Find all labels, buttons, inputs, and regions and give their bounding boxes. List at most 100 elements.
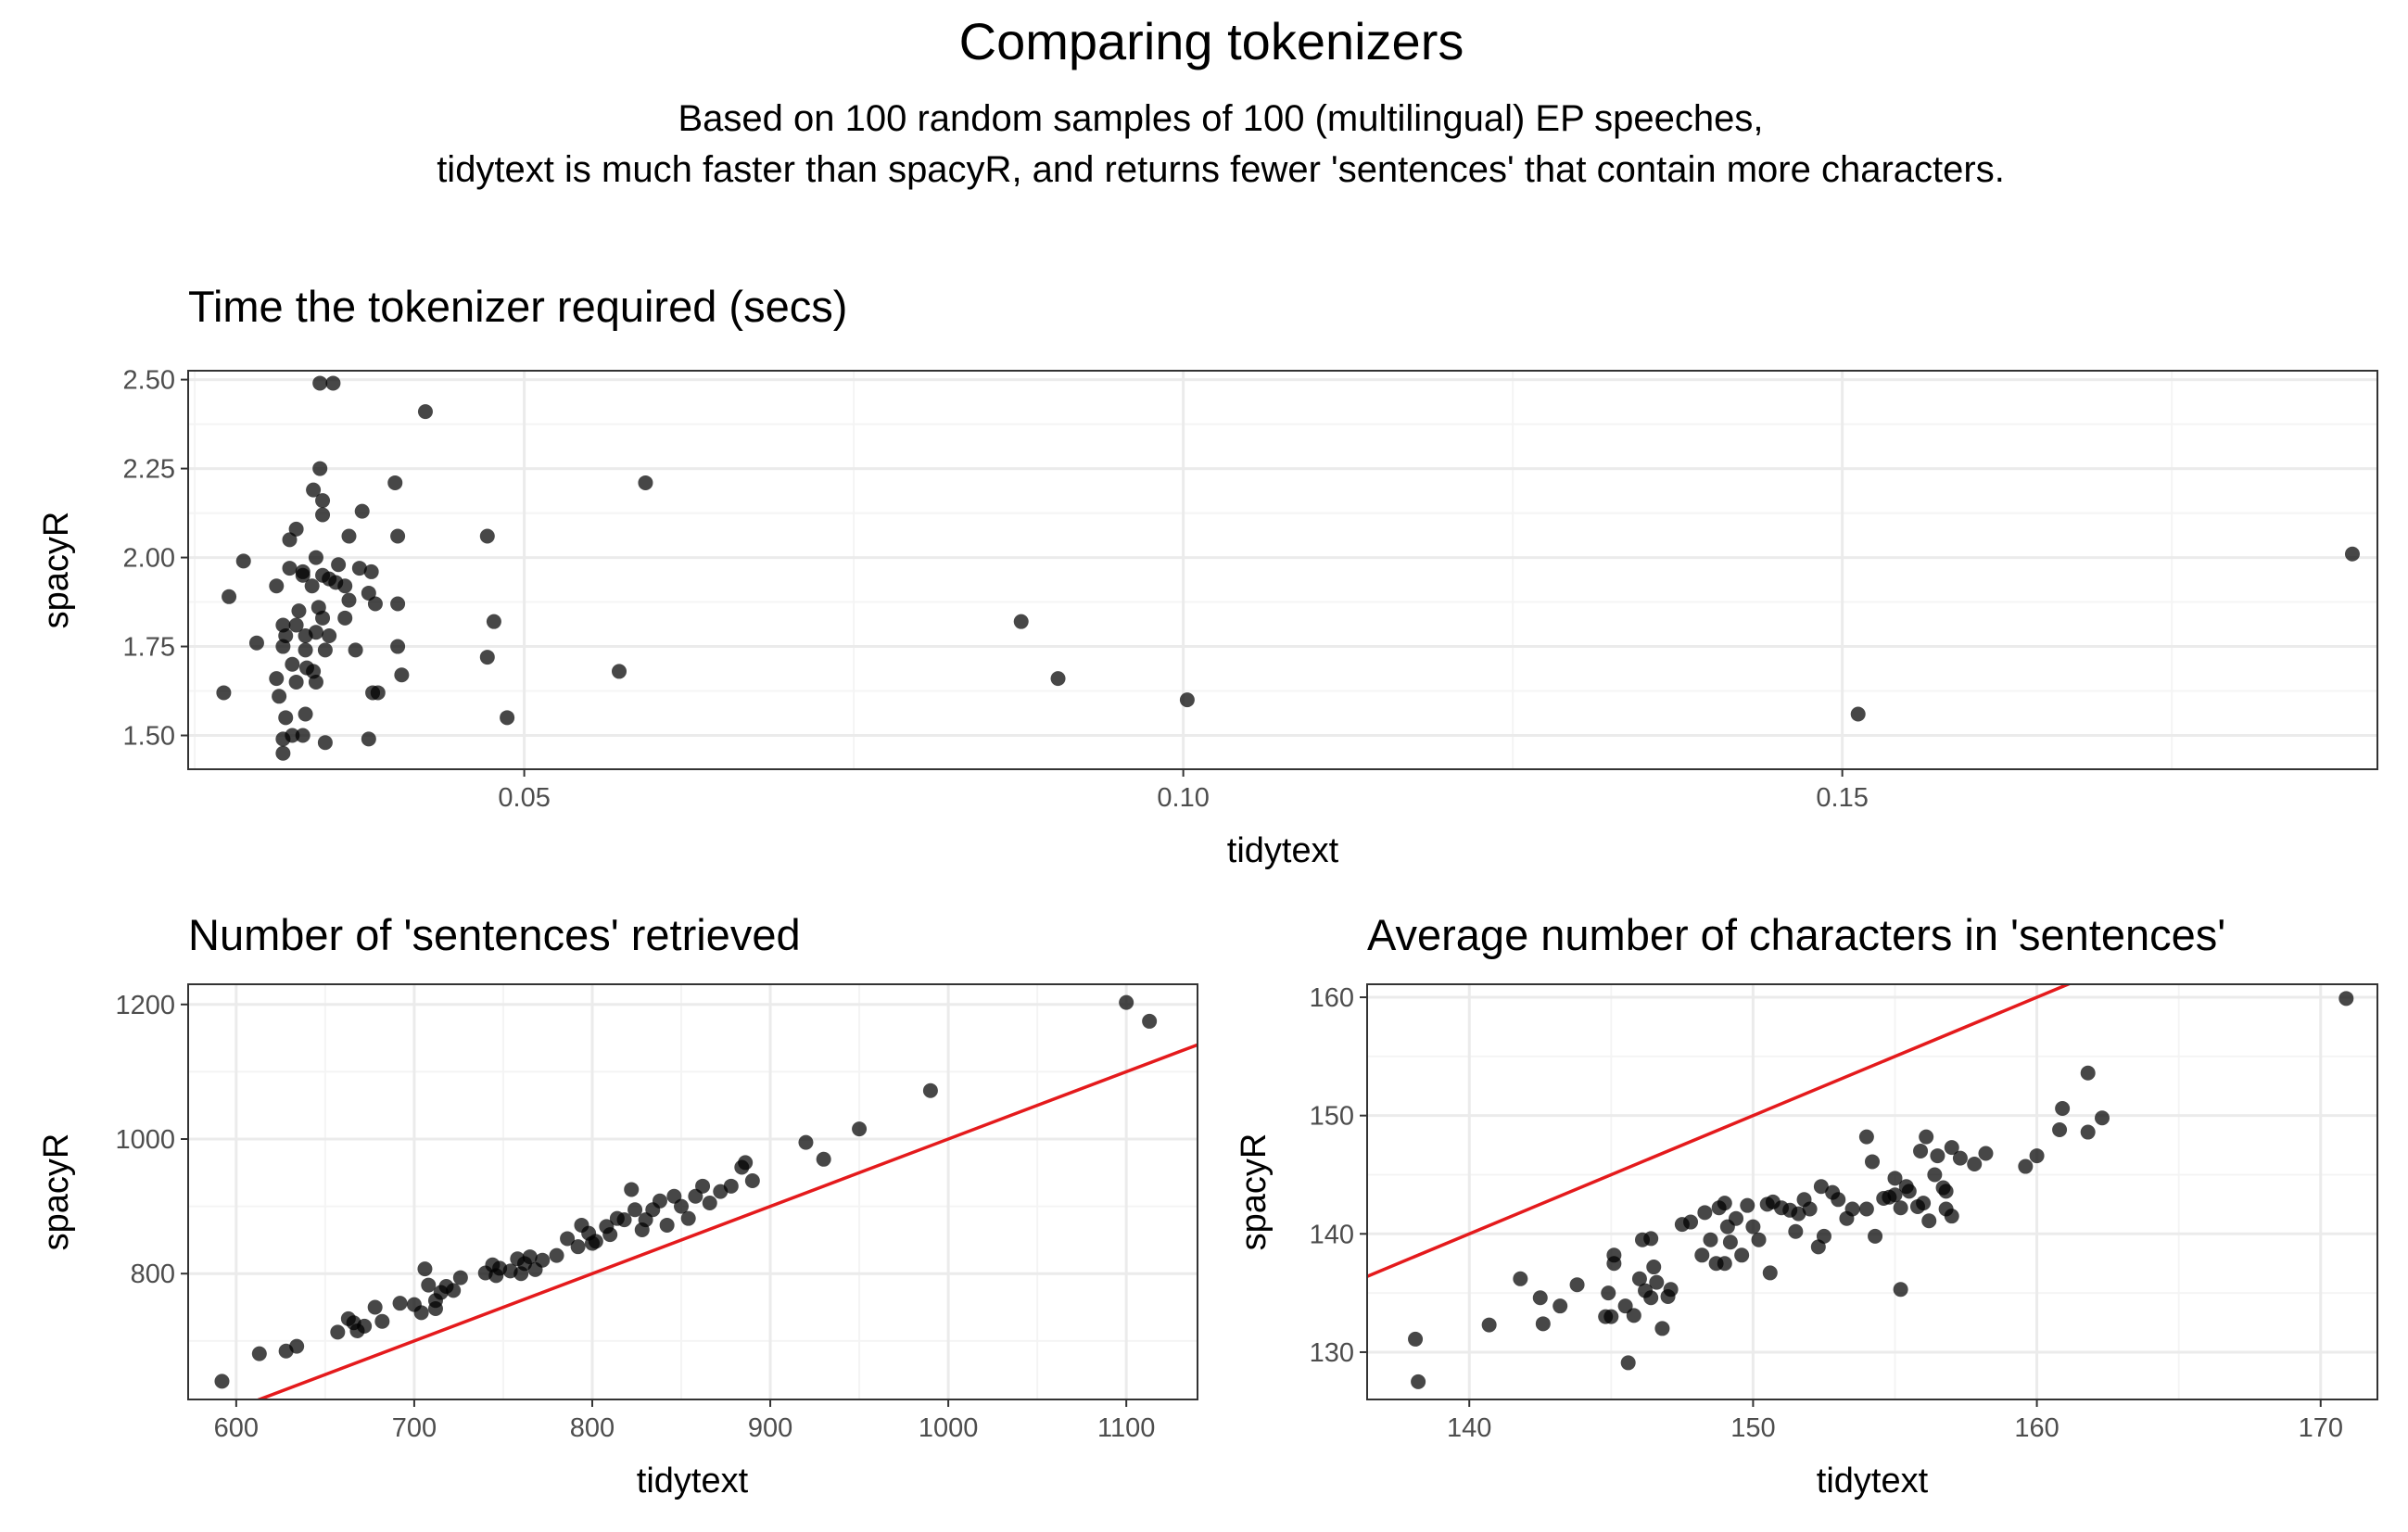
data-point — [1791, 1206, 1806, 1222]
data-point — [1751, 1232, 1767, 1247]
data-point — [816, 1151, 831, 1167]
data-point — [695, 1178, 711, 1194]
data-point — [1813, 1179, 1829, 1195]
x-tick-label: 900 — [748, 1413, 792, 1443]
x-tick-label: 0.10 — [1157, 783, 1209, 813]
y-tick-label: 130 — [1310, 1338, 1354, 1368]
data-point — [421, 1277, 437, 1293]
data-point — [370, 685, 386, 701]
data-point — [535, 1252, 551, 1268]
y-tick-label: 140 — [1310, 1220, 1354, 1249]
x-tick-label: 600 — [214, 1413, 259, 1443]
data-point — [1729, 1210, 1744, 1226]
data-point — [351, 561, 367, 576]
data-point — [308, 674, 323, 690]
data-point — [2080, 1124, 2096, 1140]
data-point — [1740, 1197, 1755, 1213]
panel-title: Average number of characters in 'sentenc… — [1367, 910, 2225, 959]
data-point — [282, 532, 298, 548]
data-point — [2338, 991, 2354, 1007]
data-point — [251, 1346, 267, 1361]
panel-background — [1367, 984, 2377, 1399]
figure-title: Comparing tokenizers — [959, 12, 1464, 70]
data-point — [390, 528, 406, 544]
y-axis-label: spacyR — [37, 1133, 76, 1251]
data-point — [2080, 1065, 2096, 1081]
data-point — [1762, 1265, 1778, 1281]
data-point — [922, 1083, 938, 1098]
data-point — [1930, 1148, 1945, 1164]
data-point — [560, 1231, 576, 1247]
data-point — [289, 1338, 305, 1354]
data-point — [288, 617, 304, 633]
data-point — [1606, 1247, 1622, 1263]
data-layer — [1367, 984, 2354, 1389]
panel-title: Number of 'sentences' retrieved — [188, 910, 801, 959]
y-tick-label: 2.25 — [123, 455, 175, 485]
data-point — [652, 1193, 667, 1209]
data-point — [1179, 692, 1195, 708]
data-point — [1901, 1184, 1917, 1199]
data-point — [269, 671, 285, 687]
data-point — [1481, 1317, 1497, 1333]
data-point — [1620, 1355, 1636, 1371]
data-point — [367, 1299, 383, 1315]
data-point — [1631, 1271, 1647, 1286]
data-point — [298, 706, 313, 722]
data-point — [1927, 1167, 1943, 1183]
x-tick-label: 150 — [1730, 1413, 1775, 1443]
data-point — [235, 553, 251, 569]
data-point — [2029, 1148, 2045, 1164]
data-point — [1532, 1290, 1548, 1306]
data-point — [1952, 1150, 1968, 1166]
data-point — [1408, 1331, 1424, 1347]
data-point — [1865, 1154, 1880, 1170]
data-point — [1654, 1321, 1670, 1336]
data-point — [446, 1283, 462, 1298]
data-point — [315, 493, 331, 509]
data-point — [214, 1374, 230, 1389]
data-point — [2018, 1158, 2034, 1174]
data-point — [612, 664, 627, 679]
data-point — [417, 1261, 433, 1277]
data-point — [285, 656, 300, 672]
data-point — [390, 639, 406, 654]
panel-border — [187, 370, 2378, 770]
data-point — [1802, 1201, 1818, 1217]
data-point — [248, 635, 264, 651]
data-point — [1663, 1282, 1679, 1298]
data-point — [312, 461, 328, 476]
data-point — [1050, 671, 1066, 687]
data-point — [798, 1134, 814, 1150]
data-point — [1788, 1223, 1804, 1239]
data-point — [413, 1305, 429, 1321]
data-point — [723, 1178, 739, 1194]
data-point — [1513, 1271, 1528, 1286]
y-tick-label: 160 — [1310, 983, 1354, 1013]
data-point — [1643, 1290, 1659, 1306]
data-point — [306, 482, 322, 498]
data-point — [1745, 1219, 1761, 1234]
data-point — [1893, 1200, 1908, 1216]
x-tick-label: 1000 — [919, 1413, 979, 1443]
data-point — [367, 596, 383, 612]
data-point — [1944, 1209, 1959, 1224]
figure-subtitle-line-2: tidytext is much faster than spacyR, and… — [437, 149, 2005, 190]
y-tick-label: 1200 — [115, 991, 175, 1020]
figure-subtitle-line-1: Based on 100 random samples of 100 (mult… — [678, 98, 1763, 139]
data-point — [392, 1296, 408, 1311]
data-point — [680, 1210, 696, 1226]
reference-line-y-equals-x — [254, 1043, 1198, 1399]
x-tick-label: 140 — [1447, 1413, 1491, 1443]
data-point — [1553, 1298, 1568, 1314]
data-point — [1938, 1184, 1954, 1199]
data-point — [295, 567, 311, 583]
data-point — [702, 1195, 717, 1210]
x-axis-label: tidytext — [1227, 831, 1339, 870]
data-point — [2055, 1101, 2071, 1117]
data-point — [638, 475, 653, 490]
data-point — [317, 642, 333, 658]
data-point — [394, 667, 410, 683]
data-point — [348, 642, 363, 658]
data-point — [588, 1234, 603, 1249]
